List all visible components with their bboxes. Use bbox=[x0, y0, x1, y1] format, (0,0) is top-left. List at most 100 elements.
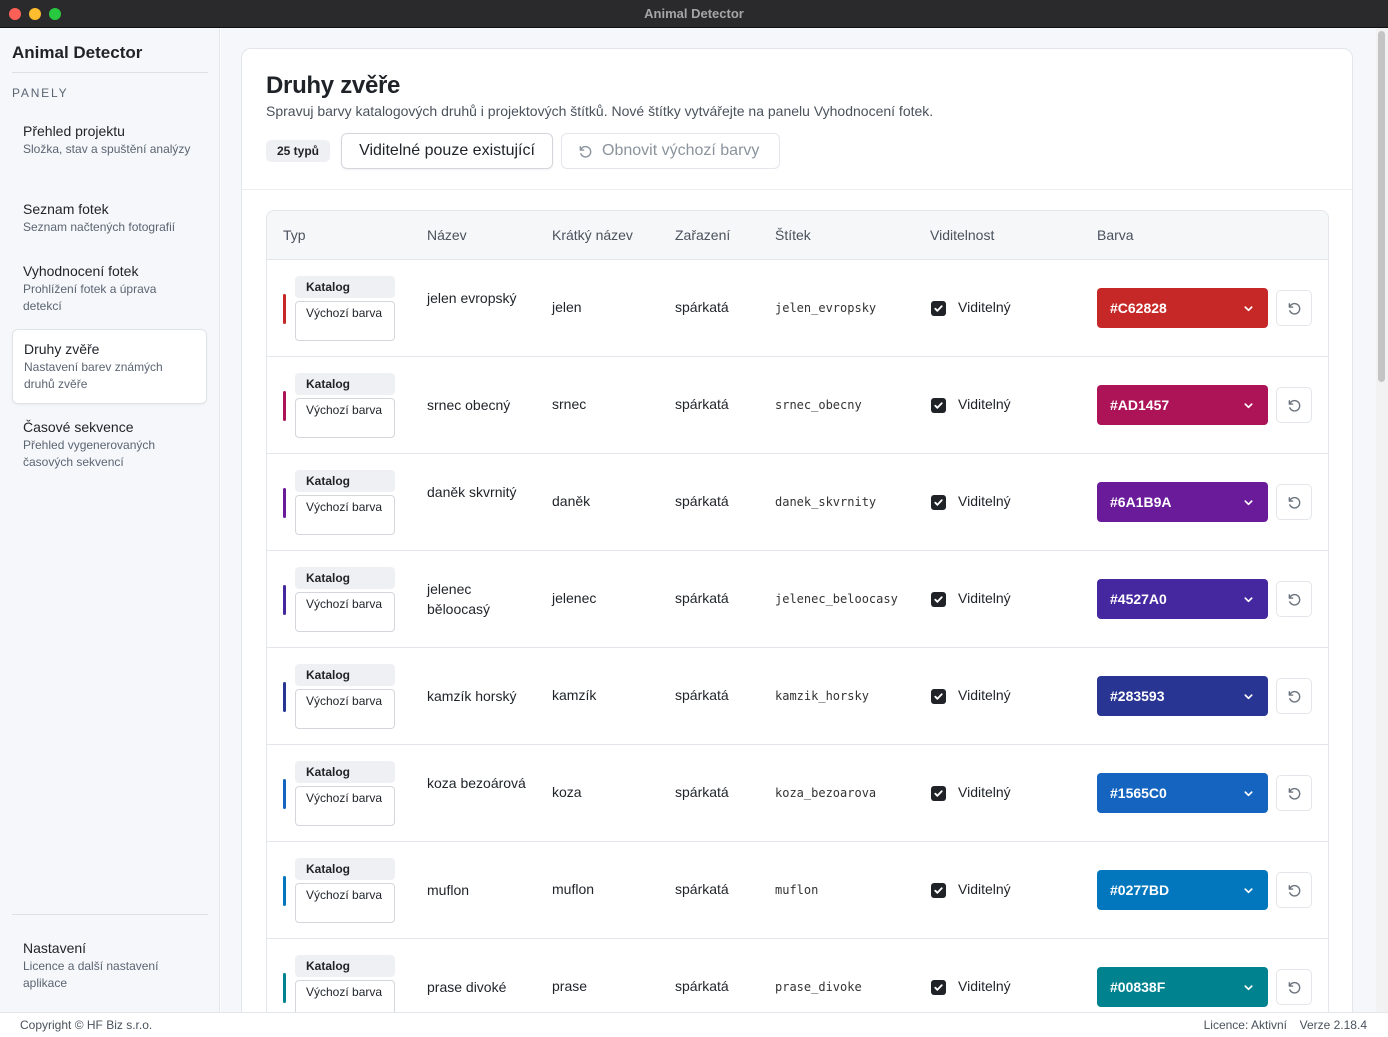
color-select[interactable]: #00838F bbox=[1097, 967, 1268, 1007]
rotate-ccw-icon bbox=[1288, 496, 1301, 509]
visible-only-existing-button[interactable]: Viditelné pouze existující bbox=[341, 133, 553, 169]
sidebar-item-photo-evaluation[interactable]: Vyhodnocení fotek Prohlížení fotek a úpr… bbox=[12, 252, 207, 325]
close-window-button[interactable] bbox=[9, 8, 21, 20]
color-value: #6A1B9A bbox=[1110, 494, 1172, 510]
page-title: Druhy zvěře bbox=[266, 72, 401, 99]
visibility-checkbox[interactable] bbox=[931, 301, 946, 316]
visibility-checkbox[interactable] bbox=[931, 980, 946, 995]
color-value: #00838F bbox=[1110, 979, 1166, 995]
color-value: #AD1457 bbox=[1110, 397, 1170, 413]
reset-color-button[interactable] bbox=[1276, 872, 1312, 908]
sidebar-item-time-sequences[interactable]: Časové sekvence Přehled vygenerovaných č… bbox=[12, 408, 207, 481]
sidebar-item-subtitle: Prohlížení fotek a úprava detekcí bbox=[23, 282, 157, 313]
visibility-label: Viditelný bbox=[958, 978, 1011, 994]
color-select[interactable]: #0277BD bbox=[1097, 870, 1268, 910]
catalog-tag: Katalog bbox=[295, 567, 395, 589]
sidebar-item-subtitle: Složka, stav a spuštění analýzy bbox=[23, 142, 191, 156]
species-color-stripe bbox=[283, 585, 286, 615]
species-label: prase_divoke bbox=[775, 980, 862, 994]
visibility-checkbox[interactable] bbox=[931, 883, 946, 898]
species-name: daněk skvrnitý bbox=[427, 484, 517, 500]
status-footer: Copyright © HF Biz s.r.o. Licence: Aktiv… bbox=[0, 1012, 1388, 1037]
default-color-tag: Výchozí barva bbox=[295, 883, 395, 923]
check-icon bbox=[934, 305, 943, 312]
main-content: Druhy zvěře Spravuj barvy katalogových d… bbox=[221, 28, 1376, 1012]
rotate-ccw-icon bbox=[1288, 787, 1301, 800]
color-select[interactable]: #1565C0 bbox=[1097, 773, 1268, 813]
visibility-checkbox[interactable] bbox=[931, 398, 946, 413]
reset-color-button[interactable] bbox=[1276, 678, 1312, 714]
species-classification: spárkatá bbox=[675, 881, 729, 897]
sidebar-item-title: Vyhodnocení fotek bbox=[23, 263, 139, 279]
reset-color-button[interactable] bbox=[1276, 484, 1312, 520]
reset-default-colors-button[interactable]: Obnovit výchozí barvy bbox=[561, 133, 780, 169]
sidebar-item-settings[interactable]: Nastavení Licence a další nastavení apli… bbox=[12, 929, 207, 1002]
sidebar-item-title: Přehled projektu bbox=[23, 123, 125, 139]
species-color-stripe bbox=[283, 391, 286, 421]
species-classification: spárkatá bbox=[675, 299, 729, 315]
species-color-stripe bbox=[283, 973, 286, 1003]
scrollbar-thumb[interactable] bbox=[1378, 31, 1385, 382]
page-description: Spravuj barvy katalogových druhů i proje… bbox=[266, 103, 934, 119]
color-select[interactable]: #4527A0 bbox=[1097, 579, 1268, 619]
column-header-visibility: Viditelnost bbox=[930, 227, 995, 243]
visibility-checkbox[interactable] bbox=[931, 592, 946, 607]
sidebar-section-label: PANELY bbox=[12, 86, 69, 100]
column-header-name: Název bbox=[427, 227, 467, 243]
table-row: Katalog Výchozí barva kamzík horský kamzík s… bbox=[267, 648, 1328, 745]
title-bar: Animal Detector bbox=[0, 0, 1388, 28]
default-color-tag: Výchozí barva bbox=[295, 786, 395, 826]
rotate-ccw-icon bbox=[579, 145, 592, 158]
catalog-tag: Katalog bbox=[295, 955, 395, 977]
visibility-checkbox[interactable] bbox=[931, 689, 946, 704]
species-table: Typ Název Krátký název Zařazení Štítek V… bbox=[266, 210, 1329, 1012]
reset-color-button[interactable] bbox=[1276, 290, 1312, 326]
species-classification: spárkatá bbox=[675, 493, 729, 509]
minimize-window-button[interactable] bbox=[29, 8, 41, 20]
zoom-window-button[interactable] bbox=[49, 8, 61, 20]
rotate-ccw-icon bbox=[1288, 593, 1301, 606]
app-version: Verze 2.18.4 bbox=[1299, 1018, 1367, 1032]
color-select[interactable]: #AD1457 bbox=[1097, 385, 1268, 425]
species-name: jelen evropský bbox=[427, 290, 517, 306]
chevron-down-icon bbox=[1244, 597, 1253, 603]
visibility-checkbox[interactable] bbox=[931, 495, 946, 510]
window-title: Animal Detector bbox=[644, 6, 744, 21]
sidebar-item-photo-list[interactable]: Seznam fotek Seznam načtených fotografií bbox=[12, 190, 207, 246]
sidebar-item-subtitle: Licence a další nastavení aplikace bbox=[23, 959, 159, 990]
species-short-name: jelenec bbox=[552, 590, 597, 606]
sidebar-item-project-overview[interactable]: Přehled projektu Složka, stav a spuštění… bbox=[12, 112, 207, 168]
species-label: srnec_obecny bbox=[775, 398, 862, 412]
type-count-badge: 25 typů bbox=[266, 140, 331, 162]
color-value: #0277BD bbox=[1110, 882, 1170, 898]
catalog-tag: Katalog bbox=[295, 470, 395, 492]
header-divider bbox=[242, 189, 1352, 190]
color-value: #4527A0 bbox=[1110, 591, 1167, 607]
color-select[interactable]: #283593 bbox=[1097, 676, 1268, 716]
species-color-stripe bbox=[283, 682, 286, 712]
sidebar-item-species[interactable]: Druhy zvěře Nastavení barev známých druh… bbox=[12, 329, 207, 404]
species-label: jelenec_beloocasy bbox=[775, 592, 898, 606]
rotate-ccw-icon bbox=[1288, 302, 1301, 315]
visibility-checkbox[interactable] bbox=[931, 786, 946, 801]
table-header: Typ Název Krátký název Zařazení Štítek V… bbox=[267, 211, 1328, 260]
reset-color-button[interactable] bbox=[1276, 969, 1312, 1005]
species-classification: spárkatá bbox=[675, 978, 729, 994]
visibility-label: Viditelný bbox=[958, 493, 1011, 509]
reset-color-button[interactable] bbox=[1276, 387, 1312, 423]
catalog-tag: Katalog bbox=[295, 373, 395, 395]
sidebar-divider bbox=[12, 914, 208, 915]
column-header-short-name: Krátký název bbox=[552, 227, 633, 243]
default-color-tag: Výchozí barva bbox=[295, 495, 395, 535]
species-card: Druhy zvěře Spravuj barvy katalogových d… bbox=[241, 48, 1353, 1012]
species-name: jelenec běloocasý bbox=[427, 581, 491, 617]
color-select[interactable]: #C62828 bbox=[1097, 288, 1268, 328]
reset-color-button[interactable] bbox=[1276, 581, 1312, 617]
chevron-down-icon bbox=[1244, 888, 1253, 894]
species-color-stripe bbox=[283, 779, 286, 809]
rotate-ccw-icon bbox=[1288, 884, 1301, 897]
species-short-name: jelen bbox=[552, 299, 582, 315]
chevron-down-icon bbox=[1244, 403, 1253, 409]
color-select[interactable]: #6A1B9A bbox=[1097, 482, 1268, 522]
reset-color-button[interactable] bbox=[1276, 775, 1312, 811]
